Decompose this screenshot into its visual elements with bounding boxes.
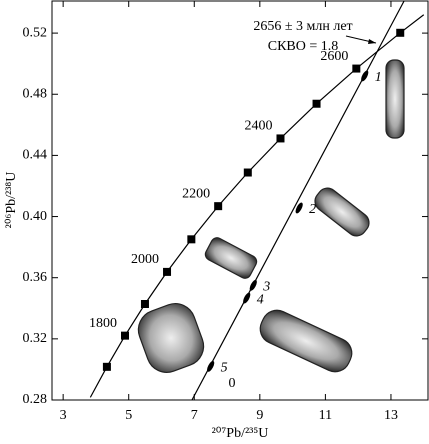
concordia-point xyxy=(396,28,405,37)
x-axis-label: ²⁰⁷Pb/²³⁵U xyxy=(212,426,269,441)
plot-frame xyxy=(51,0,429,401)
annotation: СКВО = 1.8 xyxy=(268,39,339,54)
zircon-images xyxy=(137,59,405,373)
age-label: 1800 xyxy=(89,316,117,331)
discordia xyxy=(191,0,405,401)
annotation: 2656 ± 3 млн лет xyxy=(253,19,352,34)
annotation-arrowhead xyxy=(368,39,376,44)
y-tick-label: 0.36 xyxy=(23,270,48,285)
x-tick-label: 11 xyxy=(319,408,332,423)
point-label: 3 xyxy=(262,280,270,295)
concordia-point xyxy=(140,299,149,308)
y-tick-label: 0.52 xyxy=(23,25,48,40)
concordia-point xyxy=(214,202,223,211)
crystal xyxy=(204,237,258,279)
age-label: 2000 xyxy=(131,252,159,267)
x-tick-label: 5 xyxy=(125,408,132,423)
y-tick-label: 0.48 xyxy=(23,86,48,101)
y-tick-label: 0.32 xyxy=(23,331,48,346)
point-label: 1 xyxy=(375,70,382,85)
x-tick-label: 3 xyxy=(60,408,67,423)
zircon-point xyxy=(361,70,369,82)
y-tick-label: 0.44 xyxy=(23,148,48,163)
zircon-point xyxy=(207,360,215,372)
point-label: 5 xyxy=(221,361,228,376)
age-label: 2400 xyxy=(244,119,272,134)
concordia-point xyxy=(163,267,172,276)
concordia-point xyxy=(121,331,130,340)
x-tick-label: 7 xyxy=(191,408,198,423)
age-label: 2600 xyxy=(320,49,348,64)
point-label: 4 xyxy=(257,292,264,307)
x-tick-label: 13 xyxy=(384,408,398,423)
x-tick-label: 9 xyxy=(256,408,263,423)
age-label: 2200 xyxy=(182,186,210,201)
crystal xyxy=(137,303,205,373)
concordia-point xyxy=(276,134,285,143)
zircon-point xyxy=(243,292,251,304)
concordia-point xyxy=(352,64,361,73)
point-label: 2 xyxy=(309,202,316,217)
y-axis-label: ²⁰⁶Pb/²³⁸U xyxy=(4,172,19,229)
zircon-point xyxy=(295,202,303,214)
concordia-point xyxy=(243,168,252,177)
crystal xyxy=(259,309,353,373)
y-tick-label: 0.28 xyxy=(23,392,48,407)
crystal xyxy=(385,59,405,139)
intercept-label: 0 xyxy=(228,376,235,391)
crystal xyxy=(314,187,370,237)
concordia-point xyxy=(102,362,111,371)
y-tick-label: 0.40 xyxy=(23,209,48,224)
concordia-point xyxy=(312,99,321,108)
zircon-point xyxy=(249,279,257,291)
concordia-point xyxy=(187,235,196,244)
